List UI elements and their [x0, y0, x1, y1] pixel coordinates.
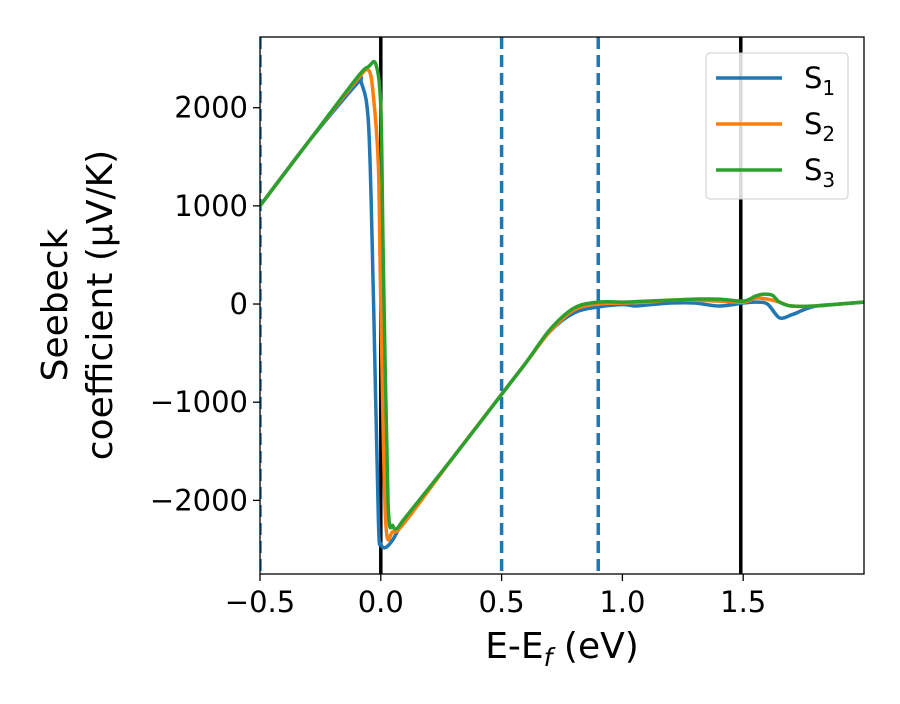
y-axis: 2000 1000 0 −1000 −2000 [150, 91, 260, 517]
y-tick-label: 2000 [174, 91, 248, 125]
legend-label-1: S1 [804, 61, 835, 100]
x-tick-label: 1.5 [720, 585, 766, 619]
y-axis-label-line2: coefficient (μV/K) [80, 150, 121, 460]
x-axis: −0.5 0.0 0.5 1.0 1.5 [225, 574, 766, 619]
x-tick-label: −0.5 [225, 585, 295, 619]
x-tick-label: 1.0 [599, 585, 645, 619]
y-tick-label: 1000 [174, 189, 248, 223]
plot-frame [259, 36, 865, 575]
y-tick-label: −2000 [150, 483, 248, 517]
x-axis-label: E-Ef (eV) [485, 626, 639, 672]
y-axis-label: Seebeck coefficient (μV/K) [35, 150, 121, 460]
x-tick-label: 0.0 [358, 585, 404, 619]
legend-box [705, 52, 849, 200]
vlines-layer [260, 37, 743, 574]
y-tick-label: 0 [230, 287, 248, 321]
x-tick-label: 0.5 [479, 585, 525, 619]
y-tick-label: −1000 [150, 385, 248, 419]
series-line-3 [260, 59, 864, 531]
legend-label-2: S2 [804, 107, 835, 146]
series-layer [260, 59, 864, 550]
y-axis-label-line1: Seebeck [35, 228, 76, 381]
